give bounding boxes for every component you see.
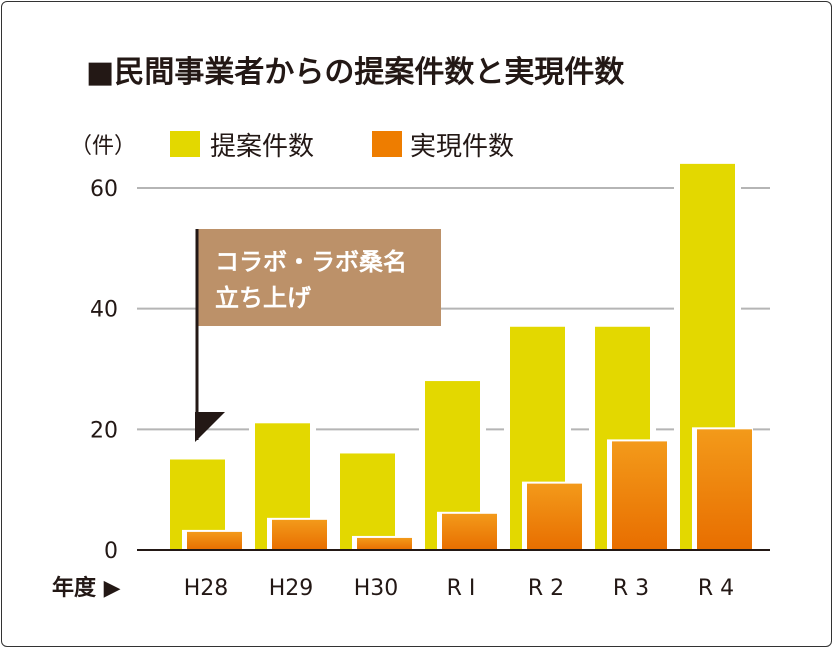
bar-realized-R3 (612, 441, 667, 550)
annotation-arrow-icon (195, 412, 225, 442)
annotation-callout: コラボ・ラボ桑名 立ち上げ (195, 229, 441, 442)
y-tick-label: 0 (104, 539, 118, 564)
legend: 提案件数 実現件数 (170, 131, 514, 162)
annotation-line-2: 立ち上げ (215, 284, 312, 312)
y-tick-label: 40 (90, 298, 118, 323)
legend-swatch-proposals (170, 131, 200, 157)
x-tick-label: H30 (354, 576, 399, 601)
legend-label-proposals: 提案件数 (210, 132, 314, 162)
bar-realized-H30 (357, 537, 412, 550)
y-tick-label: 20 (90, 418, 118, 443)
y-tick-label: 60 (90, 177, 118, 202)
bar-proposals-H30 (340, 453, 395, 550)
x-tick-label: R 2 (528, 576, 564, 601)
bar-realized-RI (442, 513, 497, 550)
bar-realized-H28 (187, 531, 242, 550)
x-axis-label: 年度 ▶ (52, 575, 121, 601)
x-tick-label: R 4 (698, 576, 734, 601)
x-tick-label: H28 (184, 576, 229, 601)
x-tick-label: R I (447, 576, 476, 601)
bar-realized-R2 (527, 483, 582, 550)
legend-swatch-realized (372, 131, 402, 157)
annotation-line-1: コラボ・ラボ桑名 (215, 248, 407, 276)
x-tick-label: H29 (269, 576, 314, 601)
bar-realized-R4 (697, 429, 752, 550)
legend-label-realized: 実現件数 (410, 132, 514, 162)
bar-realized-H29 (272, 519, 327, 550)
chart-title: ■民間事業者からの提案件数と実現件数 (86, 55, 625, 90)
x-tick-label: R 3 (613, 576, 649, 601)
annotation-box (197, 229, 441, 326)
y-axis-label: （件） (70, 134, 136, 159)
